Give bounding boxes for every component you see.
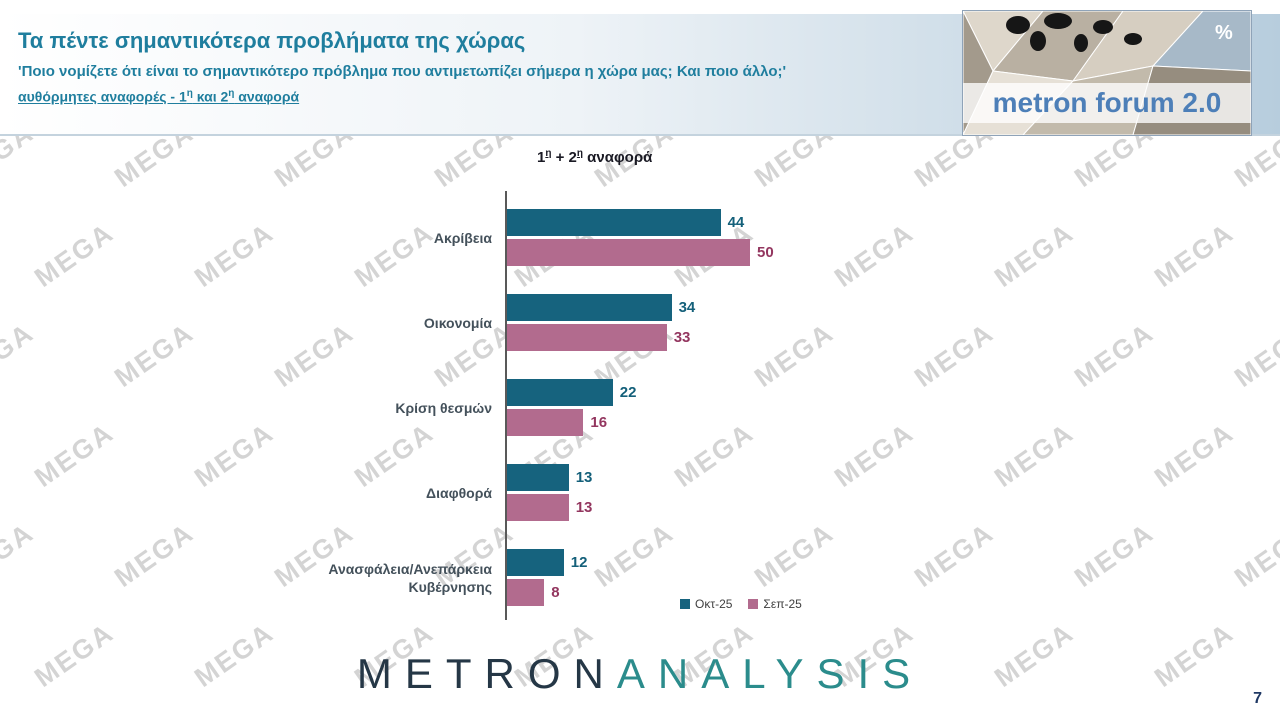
- value-label: 8: [551, 584, 560, 601]
- bar-Σεπ-25: [505, 579, 545, 606]
- svg-text:metron forum 2.0: metron forum 2.0: [993, 87, 1222, 118]
- mega-watermark: MEGA: [0, 517, 40, 593]
- survey-question: 'Ποιο νομίζετε ότι είναι το σημαντικότερ…: [18, 63, 787, 80]
- bar-group: Ανασφάλεια/Ανεπάρκεια Κυβέρνησης 12 8: [315, 549, 935, 606]
- mega-watermark: MEGA: [989, 417, 1080, 493]
- people-silhouettes: [1006, 13, 1142, 52]
- bar-Σεπ-25: [505, 239, 750, 266]
- category-label: Οικονομία: [423, 314, 492, 331]
- mega-watermark: MEGA: [29, 217, 120, 293]
- bar-group: Ακρίβεια 44 50: [315, 209, 935, 266]
- mega-watermark: MEGA: [989, 217, 1080, 293]
- mega-watermark: MEGA: [109, 517, 200, 593]
- brand-metron: METRON: [356, 650, 617, 697]
- mega-watermark: MEGA: [109, 317, 200, 393]
- bar-chart: 1η + 2η αναφορά Ακρίβεια 44 50 Οικονομία 34 3…: [315, 148, 935, 620]
- value-label: 34: [678, 299, 696, 316]
- legend-item-okt25: Οκτ-25: [680, 597, 732, 611]
- page-title: Τα πέντε σημαντικότερα προβλήματα της χώ…: [18, 28, 526, 53]
- mega-watermark: MEGA: [1229, 317, 1280, 393]
- value-label: 13: [575, 469, 593, 486]
- bar-group: Διαφθορά 13 13: [315, 464, 935, 521]
- bar-Οκτ-25: [505, 464, 569, 491]
- y-axis-line: [505, 191, 507, 620]
- mega-watermark: MEGA: [1069, 317, 1160, 393]
- category-label: Ακρίβεια: [433, 229, 492, 246]
- bar-Σεπ-25: [505, 324, 667, 351]
- bar-Οκτ-25: [505, 549, 564, 576]
- legend-swatch-okt25: [680, 599, 690, 609]
- chart-title: 1η + 2η αναφορά: [537, 148, 653, 166]
- mega-watermark: MEGA: [0, 317, 40, 393]
- metron-analysis-logo: METRONANALYSIS: [0, 650, 1280, 698]
- mega-watermark: MEGA: [1149, 417, 1240, 493]
- metron-forum-logo: % metron forum 2.0: [962, 10, 1252, 136]
- value-label: 13: [575, 499, 593, 516]
- bar-group: Κρίση θεσμών 22 16: [315, 379, 935, 436]
- legend-item-sep25: Σεπ-25: [748, 597, 802, 611]
- brand-analysis: ANALYSIS: [616, 650, 924, 697]
- percent-icon: %: [1215, 22, 1233, 44]
- value-label: 16: [590, 414, 608, 431]
- legend: Οκτ-25 Σεπ-25: [680, 597, 802, 611]
- value-label: 50: [757, 244, 774, 261]
- bar-Οκτ-25: [505, 209, 721, 236]
- value-label: 12: [570, 554, 588, 571]
- legend-label-sep25: Σεπ-25: [763, 597, 802, 611]
- plot-area: Ακρίβεια 44 50 Οικονομία 34 33 Κρίση θεσμών 22 1…: [315, 191, 935, 620]
- methodology-note: αυθόρμητες αναφορές - 1η και 2η αναφορά: [18, 88, 300, 105]
- value-label: 22: [619, 384, 637, 401]
- mega-watermark: MEGA: [29, 417, 120, 493]
- category-label: Κρίση θεσμών: [395, 399, 492, 416]
- page-number: 7: [1253, 690, 1262, 707]
- category-label: Ανασφάλεια/Ανεπάρκεια Κυβέρνησης: [328, 560, 492, 595]
- value-label: 33: [673, 329, 691, 346]
- legend-label-okt25: Οκτ-25: [695, 597, 733, 611]
- bar-Οκτ-25: [505, 379, 613, 406]
- mega-watermark: MEGA: [1229, 517, 1280, 593]
- mega-watermark: MEGA: [1069, 517, 1160, 593]
- mega-watermark: MEGA: [1149, 217, 1240, 293]
- category-label: Διαφθορά: [426, 484, 492, 501]
- mega-watermark: MEGA: [189, 417, 280, 493]
- value-label: 44: [727, 214, 745, 231]
- bar-Οκτ-25: [505, 294, 672, 321]
- bar-group: Οικονομία 34 33: [315, 294, 935, 351]
- legend-swatch-sep25: [748, 599, 759, 609]
- header: Τα πέντε σημαντικότερα προβλήματα της χώ…: [0, 10, 1280, 136]
- mega-watermark: MEGA: [189, 217, 280, 293]
- bar-Σεπ-25: [505, 409, 584, 436]
- bar-Σεπ-25: [505, 494, 569, 521]
